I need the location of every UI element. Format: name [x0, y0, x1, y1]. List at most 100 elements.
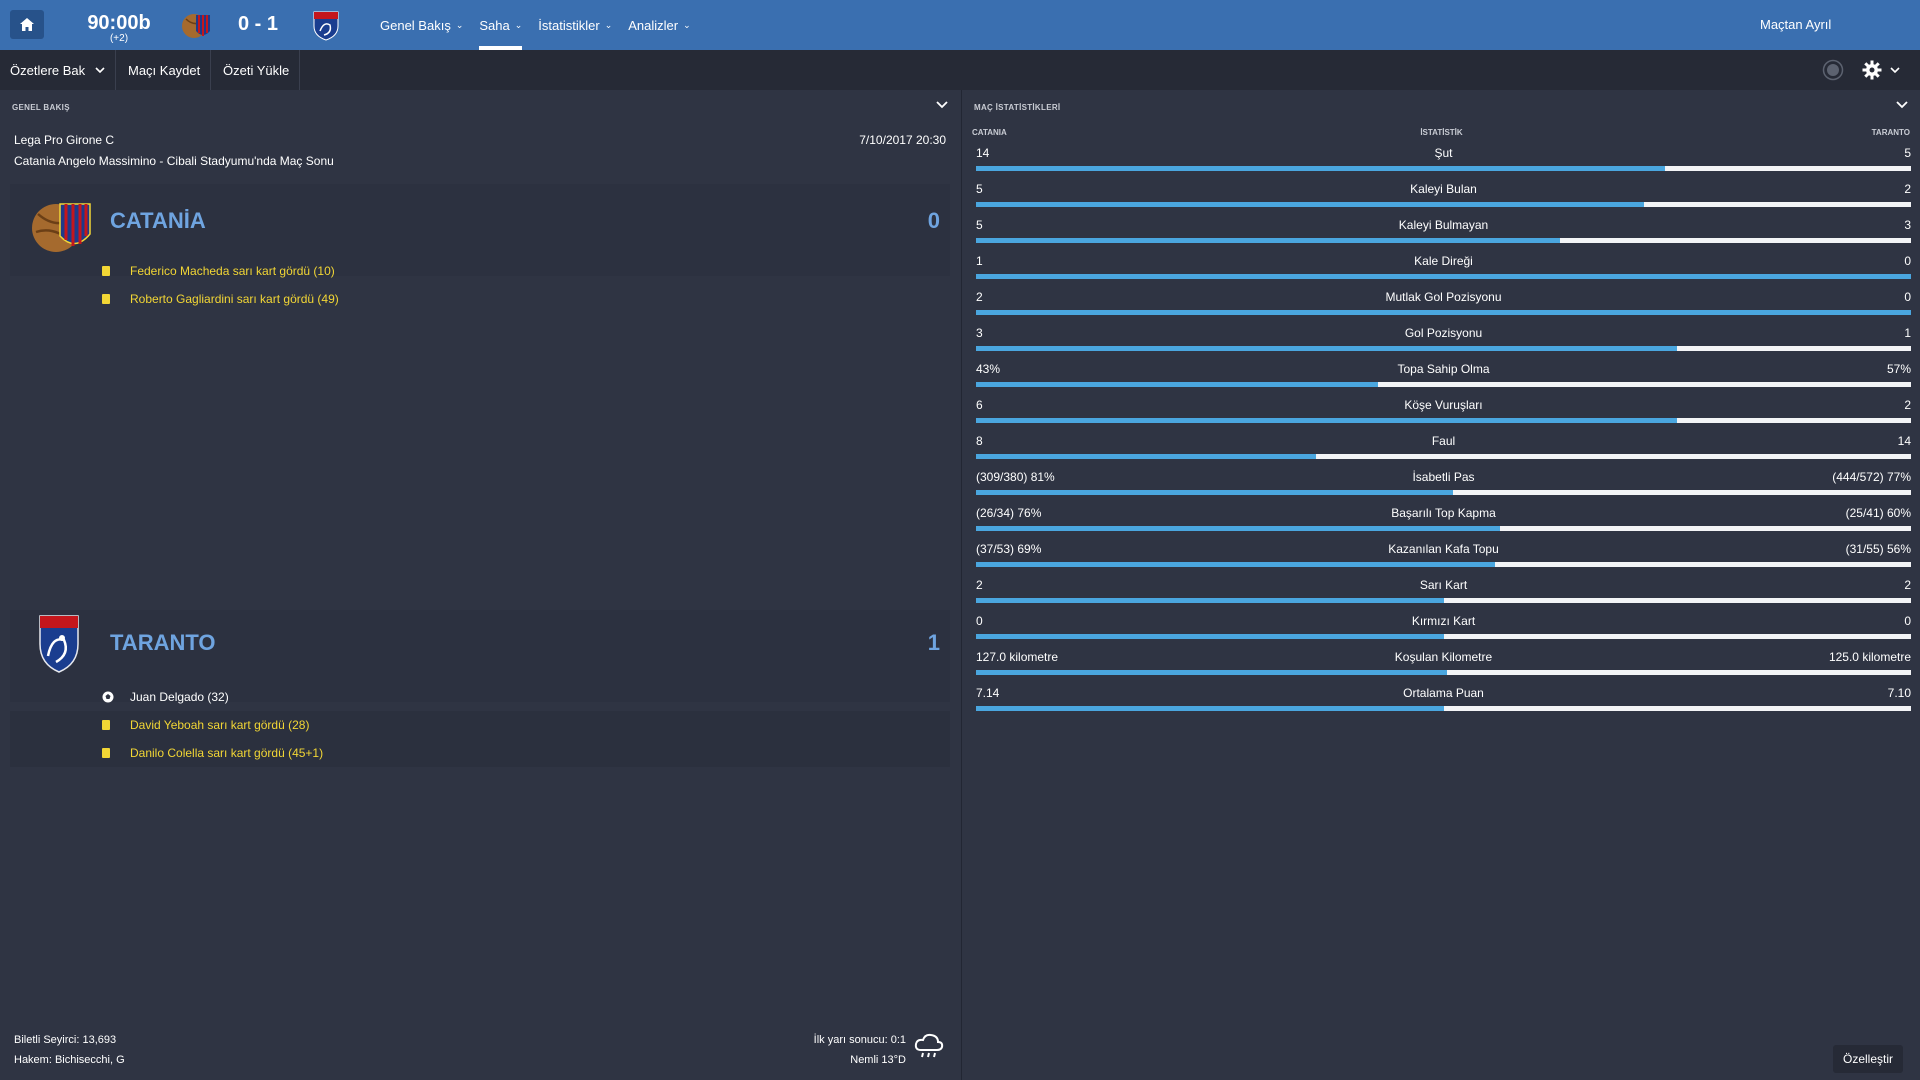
stat-home-share-fill — [976, 490, 1453, 495]
stat-home-share-fill — [976, 274, 1911, 279]
stat-name: Koşulan Kilometre — [1394, 650, 1493, 664]
event-row: David Yeboah sarı kart gördü (28) — [10, 711, 950, 739]
highlights-label: Özetlere Bak — [10, 62, 86, 78]
stat-home-value: (309/380) 81% — [976, 470, 1055, 484]
chevron-down-icon — [1890, 67, 1900, 73]
stat-home-value: 1 — [976, 254, 983, 268]
event-row: Roberto Gagliardini sarı kart gördü (49) — [10, 285, 950, 313]
chevron-down-icon — [1896, 101, 1908, 109]
stat-name: Kazanılan Kafa Topu — [1388, 542, 1499, 556]
nav-pitch[interactable]: Saha ⌄ — [471, 0, 530, 50]
nav-statistics[interactable]: İstatistikler ⌄ — [530, 0, 620, 50]
away-team-name[interactable]: TARANTO — [110, 630, 216, 655]
event-text[interactable]: Roberto Gagliardini sarı kart gördü (49) — [130, 292, 339, 306]
stat-away-value: 14 — [1897, 434, 1911, 448]
gear-icon — [1862, 60, 1882, 80]
stat-away-value: 0 — [1904, 254, 1911, 268]
yellow-card-icon — [102, 720, 110, 730]
stat-comparison-bar — [976, 310, 1911, 315]
highlights-button[interactable]: Özetlere Bak — [0, 50, 117, 90]
nav-analysis[interactable]: Analizler ⌄ — [620, 0, 698, 50]
event-text[interactable]: Juan Delgado (32) — [130, 690, 229, 704]
nav-overview[interactable]: Genel Bakış ⌄ — [372, 0, 471, 50]
stat-away-value: 57% — [1886, 362, 1911, 376]
event-row: Danilo Colella sarı kart gördü (45+1) — [10, 739, 950, 767]
stat-name: Kale Direği — [1414, 254, 1473, 268]
stat-home-value: 3 — [976, 326, 983, 340]
stat-row: 14 Şut 5 — [976, 146, 1911, 182]
event-text[interactable]: Federico Macheda sarı kart gördü (10) — [130, 264, 335, 278]
stat-comparison-bar — [976, 706, 1911, 711]
customize-button[interactable]: Özelleştir — [1833, 1045, 1903, 1073]
stat-row: 2 Sarı Kart 2 — [976, 578, 1911, 614]
stat-home-share-fill — [976, 670, 1448, 675]
leave-match-button[interactable]: Maçtan Ayrıl — [1760, 17, 1832, 32]
stat-away-value: (444/572) 77% — [1832, 470, 1911, 484]
chevron-down-icon: ⌄ — [514, 19, 523, 30]
overview-panel-title: GENEL BAKIŞ — [12, 103, 70, 112]
event-text[interactable]: Danilo Colella sarı kart gördü (45+1) — [130, 746, 324, 760]
stat-row: 43% Topa Sahip Olma 57% — [976, 362, 1911, 398]
stat-home-share-fill — [976, 238, 1561, 243]
chevron-down-icon — [936, 101, 948, 109]
stat-row: 8 Faul 14 — [976, 434, 1911, 470]
stat-row: 6 Köşe Vuruşları 2 — [976, 398, 1911, 434]
chevron-down-icon: ⌄ — [455, 19, 464, 30]
stat-name: İsabetli Pas — [1412, 470, 1475, 484]
stat-comparison-bar — [976, 634, 1911, 639]
stat-row: 3 Gol Pozisyonu 1 — [976, 326, 1911, 362]
stat-name: Faul — [1431, 434, 1456, 448]
stat-row: 2 Mutlak Gol Pozisyonu 0 — [976, 290, 1911, 326]
stat-away-value: 2 — [1904, 578, 1911, 592]
stats-panel-title: MAÇ İSTATİSTİKLERİ — [974, 103, 1061, 112]
stats-home-header: CATANIA — [972, 128, 1007, 137]
home-team-name[interactable]: CATANİA — [110, 208, 206, 233]
stat-name: Kaleyi Bulan — [1410, 182, 1477, 196]
stat-home-value: 0 — [976, 614, 983, 628]
home-button[interactable] — [10, 10, 44, 39]
stat-name: Başarılı Top Kapma — [1391, 506, 1496, 520]
stat-home-share-fill — [976, 418, 1678, 423]
record-icon — [1822, 59, 1844, 81]
stats-away-header: TARANTO — [1871, 128, 1910, 137]
settings-button[interactable] — [1862, 50, 1900, 90]
match-clock: 90:00b (+2) — [84, 12, 154, 44]
stat-name: Mutlak Gol Pozisyonu — [1385, 290, 1502, 304]
stat-home-value: 127.0 kilometre — [976, 650, 1059, 664]
event-row: Federico Macheda sarı kart gördü (10) — [10, 257, 950, 285]
clock-time: 90:00b — [87, 12, 151, 34]
stat-home-share-fill — [976, 598, 1444, 603]
stat-row: 0 Kırmızı Kart 0 — [976, 614, 1911, 650]
weather-text: Nemli 13°D — [850, 1054, 906, 1066]
stat-away-value: 1 — [1904, 326, 1911, 340]
away-team-header: TARANTO 1 — [10, 610, 950, 702]
home-team-header: CATANİA 0 — [10, 184, 950, 276]
save-match-button[interactable]: Maçı Kaydet — [118, 50, 212, 90]
stat-row: 5 Kaleyi Bulmayan 3 — [976, 218, 1911, 254]
stat-home-share-fill — [976, 634, 1444, 639]
stat-comparison-bar — [976, 202, 1911, 207]
stat-comparison-bar — [976, 418, 1911, 423]
stat-away-value: 125.0 kilometre — [1828, 650, 1911, 664]
stat-row: (309/380) 81% İsabetli Pas (444/572) 77% — [976, 470, 1911, 506]
yellow-card-icon — [102, 294, 110, 304]
overview-panel: GENEL BAKIŞ Lega Pro Girone C Catania An… — [0, 90, 961, 1080]
load-highlights-button[interactable]: Özeti Yükle — [213, 50, 301, 90]
stat-home-share-fill — [976, 382, 1379, 387]
stats-collapse-button[interactable] — [1896, 98, 1908, 112]
overview-collapse-button[interactable] — [936, 98, 948, 112]
stat-home-share-fill — [976, 202, 1644, 207]
stat-home-share-fill — [976, 526, 1500, 531]
stat-name: Topa Sahip Olma — [1397, 362, 1490, 376]
stat-away-value: 7.10 — [1887, 686, 1911, 700]
referee-text: Hakem: Bichisecchi, G — [14, 1054, 125, 1066]
stat-row: 127.0 kilometre Koşulan Kilometre 125.0 ki… — [976, 650, 1911, 686]
event-text[interactable]: David Yeboah sarı kart gördü (28) — [130, 718, 310, 732]
stat-row: (37/53) 69% Kazanılan Kafa Topu (31/55) 56… — [976, 542, 1911, 578]
stat-comparison-bar — [976, 166, 1911, 171]
match-score: 0 - 1 — [238, 13, 279, 35]
match-stats-panel: MAÇ İSTATİSTİKLERİ CATANIA İSTATİSTİK TA… — [961, 90, 1920, 1080]
stat-home-value: 14 — [976, 146, 990, 160]
record-button[interactable] — [1822, 50, 1844, 90]
stat-home-share-fill — [976, 310, 1911, 315]
